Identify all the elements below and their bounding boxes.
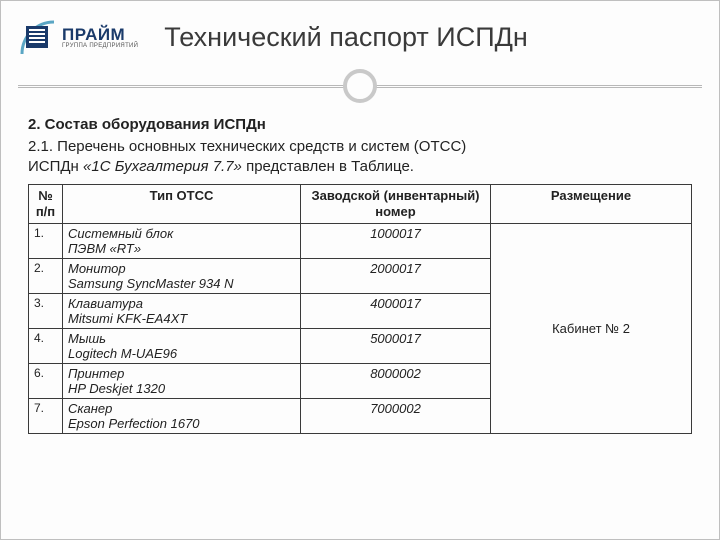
section-heading: 2. Состав оборудования ИСПДн [28,116,692,133]
cell-num: 2. [29,259,63,294]
divider-circle-icon [343,69,377,103]
cell-num: 6. [29,364,63,399]
cell-inv: 8000002 [301,364,491,399]
cell-type: Системный блок ПЭВМ «RT» [63,224,301,259]
logo-text: ПРАЙМ ГРУППА ПРЕДПРИЯТИЙ [62,26,138,49]
cell-type: Монитор Samsung SyncMaster 934 N [63,259,301,294]
cell-type: Сканер Epson Perfection 1670 [63,399,301,434]
type-l1: Принтер [68,366,295,381]
type-l2: Mitsumi KFK-EA4XT [68,311,295,326]
cell-inv: 7000002 [301,399,491,434]
logo: ПРАЙМ ГРУППА ПРЕДПРИЯТИЙ [18,18,138,56]
type-l1: Мышь [68,331,295,346]
line2-ital: «1С Бухгалтерия 7.7» [83,158,242,175]
cell-type: Принтер HP Deskjet 1320 [63,364,301,399]
page-title: Технический паспорт ИСПДн [156,22,528,53]
cell-type: Клавиатура Mitsumi KFK-EA4XT [63,294,301,329]
type-l1: Сканер [68,401,295,416]
th-type: Тип ОТСС [63,184,301,224]
type-l2: ПЭВМ «RT» [68,241,295,256]
th-num: № п/п [29,184,63,224]
line2-post: представлен в Таблице. [242,158,414,175]
cell-location: Кабинет № 2 [491,224,692,434]
cell-num: 4. [29,329,63,364]
line2-pre: ИСПДн [28,158,83,175]
section-line-1: 2.1. Перечень основных технических средс… [28,137,692,157]
type-l1: Системный блок [68,226,295,241]
type-l2: Epson Perfection 1670 [68,416,295,431]
th-inv: Заводской (инвентарный) номер [301,184,491,224]
cell-num: 7. [29,399,63,434]
logo-main: ПРАЙМ [62,26,138,43]
type-l2: Samsung SyncMaster 934 N [68,276,295,291]
cell-inv: 4000017 [301,294,491,329]
divider [0,66,720,106]
type-l1: Монитор [68,261,295,276]
cell-inv: 5000017 [301,329,491,364]
table-row: 1. Системный блок ПЭВМ «RT» 1000017 Каби… [29,224,692,259]
header: ПРАЙМ ГРУППА ПРЕДПРИЯТИЙ Технический пас… [0,0,720,56]
cell-inv: 1000017 [301,224,491,259]
logo-sub: ГРУППА ПРЕДПРИЯТИЙ [62,43,138,49]
section-line-2: ИСПДн «1С Бухгалтерия 7.7» представлен в… [28,157,692,177]
cell-num: 1. [29,224,63,259]
cell-type: Мышь Logitech M-UAE96 [63,329,301,364]
th-loc: Размещение [491,184,692,224]
type-l1: Клавиатура [68,296,295,311]
cell-num: 3. [29,294,63,329]
table-header-row: № п/п Тип ОТСС Заводской (инвентарный) н… [29,184,692,224]
type-l2: HP Deskjet 1320 [68,381,295,396]
type-l2: Logitech M-UAE96 [68,346,295,361]
logo-mark-icon [18,18,56,56]
content: 2. Состав оборудования ИСПДн 2.1. Перече… [0,106,720,434]
equipment-table: № п/п Тип ОТСС Заводской (инвентарный) н… [28,184,692,435]
cell-inv: 2000017 [301,259,491,294]
